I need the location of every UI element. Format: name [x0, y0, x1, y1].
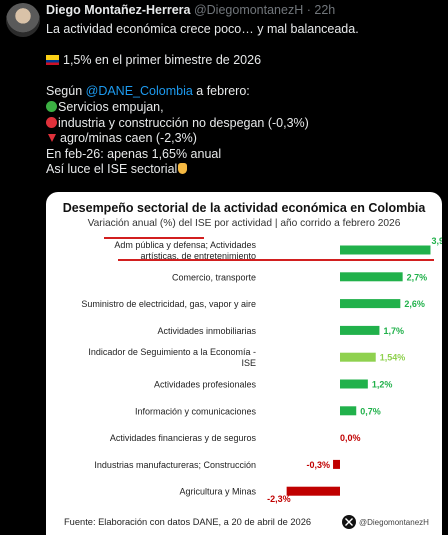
colombia-flag-icon [46, 55, 59, 66]
value-label: 1,2% [372, 380, 393, 390]
tweet-line: 1,5% en el primer bimestre de 2026 [46, 53, 442, 69]
author-name[interactable]: Diego Montañez-Herrera [46, 3, 191, 17]
red-circle-icon [46, 116, 57, 128]
chart-source: Fuente: Elaboración con datos DANE, a 20… [64, 517, 311, 527]
red-down-triangle-icon [48, 134, 56, 143]
x-logo-icon [345, 518, 353, 526]
category-label: ISE [241, 358, 256, 368]
post-header: Diego Montañez-Herrera @DiegomontanezH ·… [46, 3, 335, 17]
value-label: 0,7% [360, 406, 381, 416]
bar [340, 325, 380, 335]
chart-svg: Desempeño sectorial de la actividad econ… [63, 201, 442, 529]
category-label: Suministro de electricidad, gas, vapor y… [81, 299, 256, 309]
tweet-line: Según @DANE_Colombia a febrero: [46, 84, 250, 99]
category-label: Agricultura y Minas [179, 487, 256, 497]
category-label: Actividades profesionales [154, 380, 257, 390]
value-label: 1,7% [383, 326, 404, 336]
category-label: Comercio, transporte [172, 272, 256, 282]
value-label: 3,9% [431, 236, 442, 246]
bar [340, 379, 368, 389]
category-label: Actividades financieras y de seguros [110, 433, 257, 443]
avatar[interactable] [6, 3, 40, 37]
category-label: Actividades inmobiliarias [157, 326, 256, 336]
separator-dot: · [306, 3, 311, 17]
bar [333, 459, 340, 469]
category-label: Información y comunicaciones [135, 406, 257, 416]
chart-watermark: @DiegomontanezH [359, 518, 429, 527]
bar [340, 406, 357, 416]
bar [340, 299, 401, 309]
dane-mention-link[interactable]: @DANE_Colombia [85, 84, 193, 99]
bar [340, 352, 376, 362]
value-label: 0,0% [340, 433, 361, 443]
category-label: artísticas, de entretenimiento [140, 251, 256, 261]
value-label: 2,6% [404, 299, 425, 309]
tweet-line: Servicios empujan, [46, 100, 442, 116]
value-label: 1,54% [380, 353, 406, 363]
chart-image[interactable]: Desempeño sectorial de la actividad econ… [46, 192, 442, 535]
tweet-line: Así luce el ISE sectorial [46, 162, 442, 178]
chart-title: Desempeño sectorial de la actividad econ… [63, 201, 427, 215]
value-label: -0,3% [307, 460, 331, 470]
pointing-down-hand-icon [178, 163, 188, 175]
tweet-line: industria y construcción no despegan (-0… [46, 116, 442, 132]
category-label: Adm pública y defensa; Actividades [114, 240, 256, 250]
chart-subtitle: Variación anual (%) del ISE por activida… [88, 218, 401, 229]
category-label: Indicador de Seguimiento a la Economía - [88, 347, 256, 357]
category-label: Industrias manufactureras; Construcción [94, 460, 256, 470]
bar [340, 245, 431, 255]
green-circle-icon [46, 100, 57, 112]
post-time[interactable]: 22h [314, 3, 336, 17]
bar [340, 272, 403, 282]
bar [286, 486, 340, 496]
value-label: 2,7% [407, 272, 428, 282]
tweet-line: agro/minas caen (-2,3%) [46, 131, 442, 147]
tweet-line: La actividad económica crece poco… y mal… [46, 22, 359, 36]
value-label: -2,3% [267, 494, 291, 504]
tweet-line: En feb-26: apenas 1,65% anual [46, 146, 222, 161]
tweet-text: La actividad económica crece poco… y mal… [46, 22, 442, 178]
author-handle[interactable]: @DiegomontanezH [193, 3, 304, 17]
